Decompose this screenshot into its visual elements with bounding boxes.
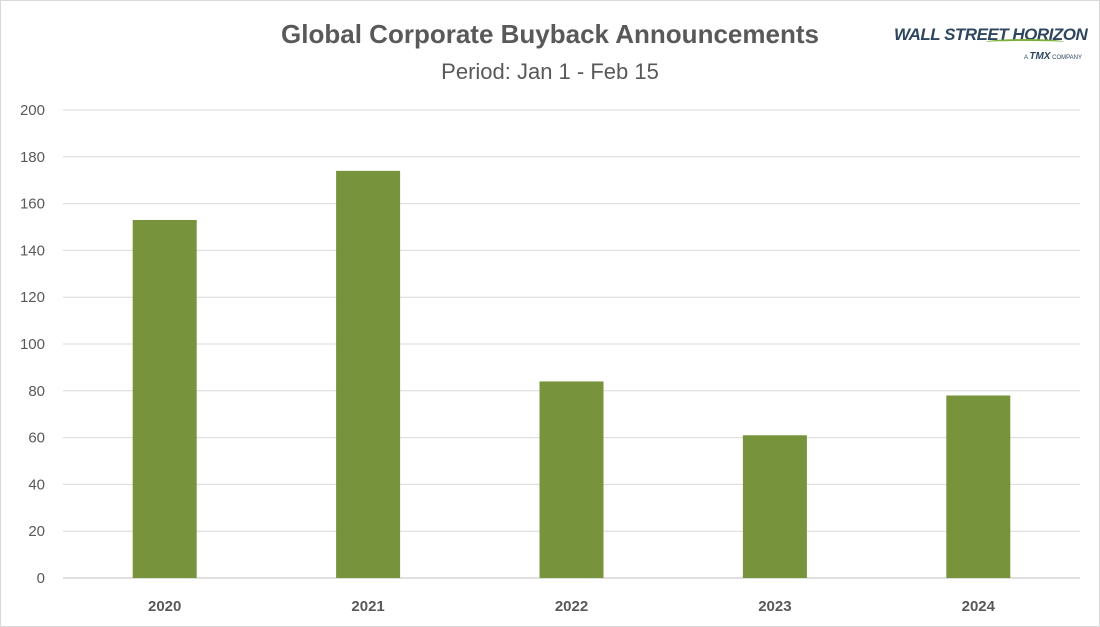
x-tick-label: 2024 <box>962 598 996 615</box>
y-tick-label: 80 <box>28 383 45 400</box>
y-tick-label: 200 <box>20 102 45 119</box>
logo-tagline-suffix: COMPANY <box>1052 55 1083 61</box>
x-tick-label: 2021 <box>351 598 384 615</box>
y-tick-label: 120 <box>20 289 45 306</box>
bar-2023 <box>742 435 807 578</box>
bar-2024 <box>946 395 1011 578</box>
logo-swoosh-icon <box>986 39 1064 45</box>
bar-2021 <box>336 170 401 578</box>
logo-tagline: A TMX COMPANY <box>1024 51 1082 62</box>
wall-street-horizon-logo: WALL STREET HORIZON A TMX COMPANY <box>894 25 1094 69</box>
x-tick-label: 2022 <box>555 598 588 615</box>
y-tick-label: 140 <box>20 242 45 259</box>
x-tick-label: 2023 <box>758 598 791 615</box>
y-tick-label: 100 <box>20 336 45 353</box>
y-tick-label: 180 <box>20 149 45 166</box>
bar-2020 <box>132 219 197 579</box>
logo-tagline-brand: TMX <box>1029 51 1051 62</box>
y-tick-label: 0 <box>37 570 45 587</box>
y-tick-label: 160 <box>20 196 45 213</box>
bar-2022 <box>539 381 604 578</box>
y-tick-label: 60 <box>28 430 45 447</box>
chart-subtitle: Period: Jan 1 - Feb 15 <box>441 59 659 84</box>
chart-title: Global Corporate Buyback Announcements <box>281 19 819 49</box>
logo-tagline-prefix: A <box>1024 55 1028 61</box>
y-tick-label: 40 <box>28 476 45 493</box>
x-tick-label: 2020 <box>148 598 181 615</box>
y-tick-label: 20 <box>28 523 45 540</box>
